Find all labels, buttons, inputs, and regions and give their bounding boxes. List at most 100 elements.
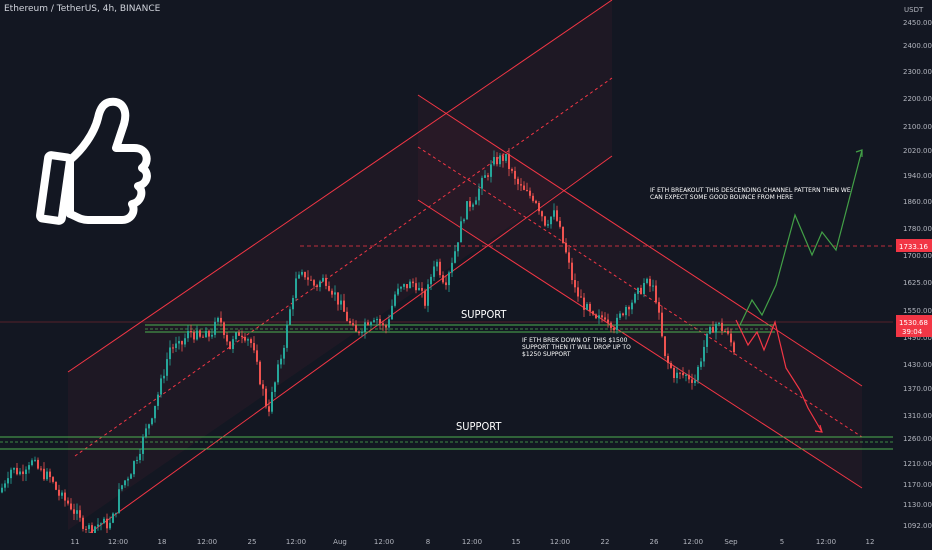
candle-body bbox=[217, 317, 219, 322]
candle-body bbox=[589, 303, 591, 312]
time-axis[interactable]: 11 12:00 18 12:00 25 12:00 Aug 12:00 8 12:00 15 12:… bbox=[0, 533, 932, 550]
time-tick-label: 12:00 bbox=[462, 538, 482, 546]
candle-body bbox=[514, 170, 516, 179]
candle-body bbox=[550, 216, 552, 225]
candle-body bbox=[730, 333, 732, 343]
candle-body bbox=[724, 330, 726, 332]
bullish-projection-path bbox=[739, 149, 863, 326]
candle-body bbox=[166, 359, 168, 376]
candle-body bbox=[265, 388, 267, 407]
candle-body bbox=[664, 336, 666, 357]
candle-body bbox=[253, 343, 255, 351]
candle-body bbox=[154, 405, 156, 419]
candle-body bbox=[361, 331, 363, 334]
time-tick-label: 8 bbox=[426, 538, 430, 546]
price-tick-label: 1370.00 bbox=[903, 385, 932, 393]
price-tick-label: 2400.00 bbox=[903, 42, 932, 50]
candle-body bbox=[433, 266, 435, 277]
candle-body bbox=[76, 510, 78, 514]
candle-body bbox=[547, 224, 549, 226]
candle-body bbox=[646, 278, 648, 283]
candle-body bbox=[133, 461, 135, 475]
candle-body bbox=[487, 175, 489, 177]
candle-body bbox=[532, 195, 534, 201]
candle-body bbox=[88, 525, 90, 530]
candle-body bbox=[565, 242, 567, 253]
candle-body bbox=[94, 526, 96, 534]
candle-body bbox=[652, 285, 654, 287]
candle-body bbox=[376, 318, 378, 321]
candle-body bbox=[721, 322, 723, 331]
ascending-channel-lower bbox=[79, 155, 613, 541]
candle-body bbox=[619, 313, 621, 318]
candle-body bbox=[16, 467, 18, 475]
candle-body bbox=[460, 221, 462, 243]
candle-body bbox=[400, 286, 402, 289]
price-tick-label: 1430.00 bbox=[903, 361, 932, 369]
candle-body bbox=[145, 428, 147, 437]
candle-body bbox=[151, 418, 153, 425]
candle-body bbox=[538, 202, 540, 212]
candle-body bbox=[427, 284, 429, 306]
candle-body bbox=[454, 251, 456, 263]
candle-body bbox=[43, 468, 45, 480]
candle-body bbox=[79, 510, 81, 518]
time-tick-label: 5 bbox=[780, 538, 784, 546]
candle-body bbox=[268, 406, 270, 412]
candle-body bbox=[328, 285, 330, 291]
candle-body bbox=[289, 309, 291, 325]
candle-body bbox=[244, 336, 246, 341]
candle-body bbox=[301, 271, 303, 275]
candle-body bbox=[172, 347, 174, 349]
candle-body bbox=[238, 332, 240, 336]
candle-body bbox=[643, 282, 645, 295]
candle-body bbox=[283, 347, 285, 359]
candle-body bbox=[595, 314, 597, 319]
candle-body bbox=[385, 325, 387, 328]
candle-body bbox=[676, 372, 678, 378]
candle-body bbox=[118, 489, 120, 513]
candle-body bbox=[235, 332, 237, 340]
candle-body bbox=[334, 292, 336, 295]
candle-body bbox=[49, 471, 51, 478]
candle-body bbox=[649, 278, 651, 287]
time-tick-label: 12 bbox=[866, 538, 875, 546]
candle-body bbox=[658, 302, 660, 313]
candle-body bbox=[430, 276, 432, 285]
candle-body bbox=[214, 321, 216, 335]
candle-body bbox=[124, 480, 126, 486]
candle-body bbox=[511, 168, 513, 171]
candle-body bbox=[196, 330, 198, 340]
time-tick-label: 18 bbox=[158, 538, 167, 546]
candle-body bbox=[556, 210, 558, 221]
candle-body bbox=[256, 350, 258, 362]
bearish-arrow-head bbox=[814, 424, 823, 433]
price-tick-label: 1260.00 bbox=[903, 435, 932, 443]
candle-body bbox=[229, 341, 231, 350]
candle-body bbox=[424, 290, 426, 306]
candle-body bbox=[706, 333, 708, 347]
candle-body bbox=[310, 279, 312, 281]
candlestick-series bbox=[1, 147, 735, 541]
candle-body bbox=[325, 277, 327, 286]
candle-body bbox=[160, 378, 162, 395]
time-tick-label: 11 bbox=[71, 538, 80, 546]
candle-body bbox=[709, 327, 711, 334]
candle-body bbox=[250, 339, 252, 344]
candle-body bbox=[694, 380, 696, 383]
candle-body bbox=[10, 469, 12, 479]
candle-body bbox=[241, 335, 243, 337]
candle-body bbox=[367, 322, 369, 326]
candle-body bbox=[142, 436, 144, 454]
support-lower-label: SUPPORT bbox=[456, 420, 502, 433]
candle-body bbox=[580, 296, 582, 298]
candle-body bbox=[25, 469, 27, 475]
candle-body bbox=[682, 372, 684, 376]
price-axis[interactable]: USDT 2450.00 2400.00 2300.00 2200.00 2100.00… bbox=[893, 0, 932, 550]
candle-body bbox=[520, 184, 522, 186]
candle-body bbox=[559, 220, 561, 227]
candle-body bbox=[100, 523, 102, 525]
time-tick-label: 22 bbox=[601, 538, 610, 546]
candle-body bbox=[397, 288, 399, 295]
